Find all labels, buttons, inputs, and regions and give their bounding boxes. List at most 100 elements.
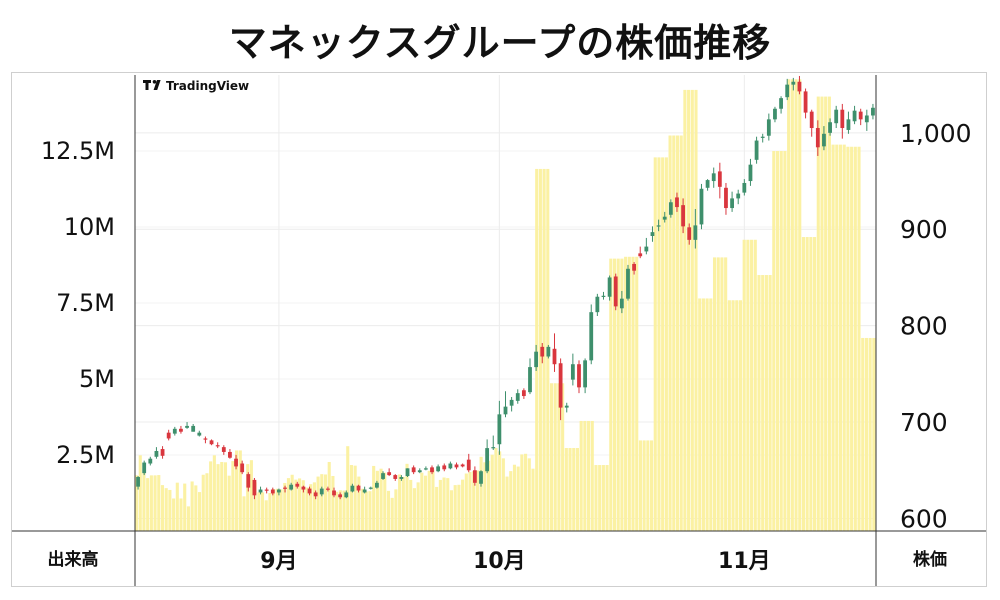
volume-bar [290, 474, 294, 531]
volume-bar [475, 470, 479, 531]
candle-body [228, 451, 232, 458]
volume-bar [453, 485, 457, 531]
candle-body [858, 111, 863, 120]
candle-body [650, 232, 655, 236]
candle-body [577, 364, 581, 388]
volume-bar [298, 478, 302, 531]
volume-bar [268, 493, 272, 531]
volume-bar [631, 256, 635, 531]
volume-bar [813, 237, 817, 532]
volume-bar [405, 463, 409, 531]
candle-body [711, 173, 716, 182]
candle-body [760, 136, 765, 138]
volume-bar [168, 489, 172, 531]
volume-bar [635, 256, 639, 531]
volume-bar [572, 448, 576, 531]
volume-bar [864, 337, 868, 531]
volume-bar [687, 89, 691, 531]
volume-bar [372, 465, 376, 531]
candle-body [466, 459, 471, 471]
candle-body [405, 468, 410, 477]
volume-bar [394, 489, 398, 531]
volume-bar [483, 462, 487, 531]
volume-bar [235, 450, 239, 531]
candle-body [785, 84, 790, 98]
volume-bar [327, 461, 331, 531]
candle-body [601, 295, 606, 297]
candle-body [754, 140, 759, 160]
candle-body [748, 164, 753, 182]
candle-body [215, 445, 220, 447]
candle-body [448, 463, 453, 469]
volume-bar [194, 485, 198, 531]
volume-bar [364, 491, 368, 531]
volume-bar [809, 237, 813, 532]
candle-body [503, 406, 508, 415]
candle-body [791, 81, 796, 85]
volume-bar [690, 89, 694, 531]
volume-bar [772, 151, 776, 531]
volume-bar [727, 300, 731, 531]
volume-bar [375, 470, 379, 531]
volume-bar [824, 96, 828, 532]
volume-bar [787, 79, 791, 532]
volume-bar [409, 479, 413, 531]
volume-bar [831, 144, 835, 531]
volume-bar [420, 472, 424, 531]
volume-bar [249, 460, 253, 531]
volume-bar [764, 275, 768, 531]
volume-bar [509, 471, 513, 531]
volume-bar [357, 476, 361, 531]
volume-bar [701, 298, 705, 531]
candle-body [797, 81, 802, 92]
candle-body [675, 197, 679, 208]
volume-bar [590, 420, 594, 531]
price-tick-label: 700 [900, 408, 948, 437]
month-tick-label: 11月 [718, 549, 771, 574]
candle-body [185, 425, 189, 428]
volume-bar [431, 469, 435, 531]
volume-bar [160, 485, 165, 531]
candle-body [528, 367, 532, 393]
candle-body [387, 472, 392, 476]
volume-bar [850, 146, 854, 531]
volume-bar [609, 258, 613, 531]
price-tick-label: 1,000 [900, 119, 972, 148]
volume-bar [583, 420, 587, 531]
candle-body [779, 98, 783, 109]
price-tick-label: 900 [900, 215, 948, 244]
candle-body [589, 312, 594, 361]
volume-bar [575, 448, 579, 531]
volume-bar [801, 237, 806, 532]
volume-bar [587, 420, 591, 531]
volume-bar [594, 465, 598, 531]
candle-body [209, 440, 214, 445]
volume-bar [494, 448, 498, 531]
volume-bar [379, 468, 383, 531]
candle-body [840, 109, 845, 129]
volume-bar [220, 461, 224, 531]
candle-body [564, 405, 569, 408]
volume-bar [531, 468, 535, 531]
volume-bar [264, 500, 268, 531]
candle-body [344, 492, 349, 498]
volume-bar [279, 489, 283, 531]
volume-bar [323, 474, 328, 531]
candle-body [773, 108, 777, 120]
volume-bar [524, 453, 528, 531]
volume-bar [779, 151, 783, 531]
volume-bar [472, 471, 476, 531]
candlesticks [136, 75, 875, 500]
volume-axis-label: 出来高 [48, 549, 99, 570]
volume-bar [286, 478, 291, 531]
candle-body [411, 467, 416, 473]
volume-bar [231, 461, 235, 531]
volume-bar [338, 490, 342, 531]
candle-body [736, 193, 741, 199]
volume-bar [398, 474, 402, 531]
candle-body [632, 263, 637, 271]
volume-bar [794, 79, 798, 532]
volume-bar [149, 475, 153, 531]
volume-bar [761, 275, 765, 531]
